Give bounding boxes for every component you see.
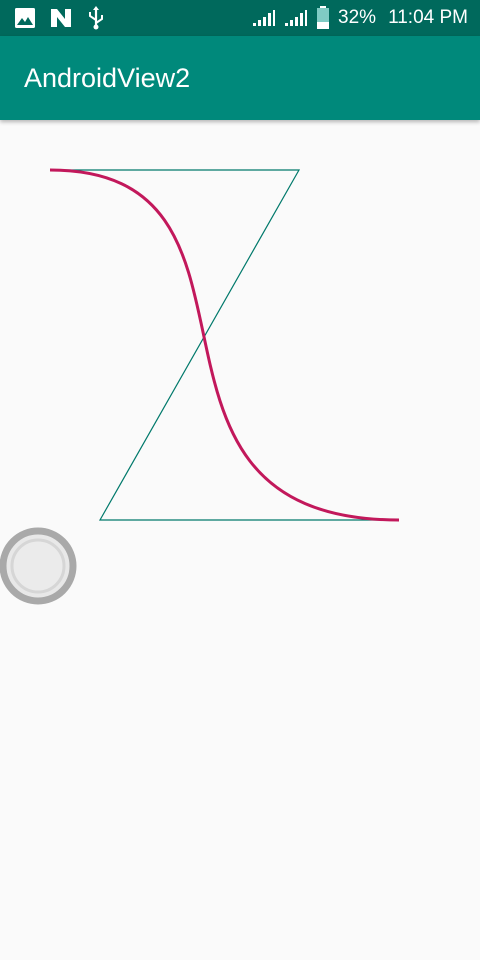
control-polygon-line [50,169,399,521]
bezier-canvas[interactable] [0,120,480,960]
status-right: 32% 11:04 PM [252,0,468,36]
page-title: AndroidView2 [24,63,191,93]
status-left-icons [14,0,106,36]
drag-handle[interactable] [0,527,77,605]
battery-percent: 32% [338,7,377,28]
status-bar: 32% 11:04 PM [0,0,480,36]
clock-time: 11:04 PM [388,7,468,28]
usb-icon [86,6,106,30]
image-icon [14,7,36,29]
signal-icon [284,9,308,27]
bezier-curve [49,168,400,522]
battery-icon [316,6,330,30]
n-notification-icon [50,7,72,29]
canvas-area[interactable] [0,120,480,960]
signal-icon [252,9,276,27]
app-bar: AndroidView2 [0,36,480,120]
